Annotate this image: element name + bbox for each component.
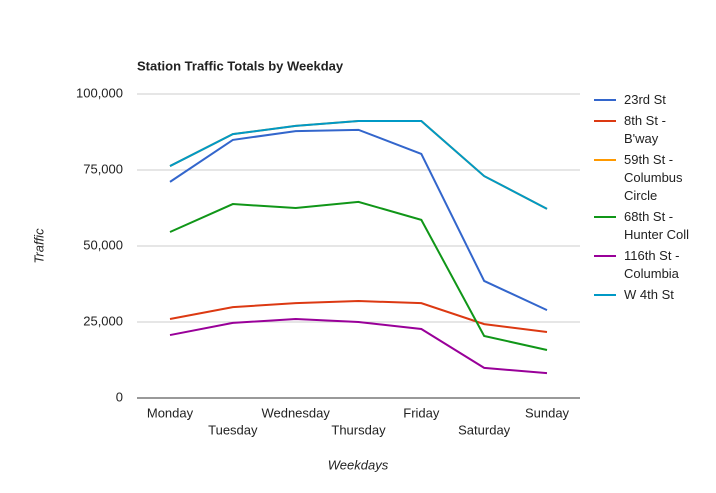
x-tick-label: Sunday [525,405,570,420]
legend-item: 59th St - Columbus Circle [594,151,696,205]
series-line [169,300,548,334]
x-tick-label: Wednesday [261,405,330,420]
y-tick-label: 100,000 [76,85,123,100]
legend-label: W 4th St [624,287,674,302]
x-tick-label: Tuesday [208,422,258,437]
legend-swatch [594,120,616,122]
x-tick-label: Friday [403,405,440,420]
legend-label: 68th St - Hunter Coll [624,209,690,242]
legend-swatch [594,216,616,218]
legend-item: 68th St - Hunter Coll [594,208,696,244]
x-tick-label: Thursday [331,422,386,437]
x-tick-label: Monday [147,405,194,420]
legend-swatch [594,159,616,161]
y-tick-label: 25,000 [83,313,123,328]
legend-label: 8th St - B'way [624,113,666,146]
legend-swatch [594,99,616,101]
legend-label: 116th St - Columbia [624,248,680,281]
legend-item: 116th St - Columbia [594,247,696,283]
y-tick-label: 0 [116,389,123,404]
legend-item: 23rd St [594,91,696,109]
legend: 23rd St 8th St - B'way 59th St - Columbus … [594,91,696,307]
series-line [169,120,548,210]
x-axis-label: Weekdays [328,457,389,472]
series-line [169,120,548,210]
series-line [169,317,548,375]
chart-title: Station Traffic Totals by Weekday [137,58,344,73]
y-axis-label: Traffic [31,228,46,264]
legend-label: 23rd St [624,92,666,107]
legend-swatch [594,255,616,257]
legend-item: W 4th St [594,286,696,304]
y-tick-label: 75,000 [83,161,123,176]
series-line [169,128,548,312]
legend-swatch [594,294,616,296]
x-tick-label: Saturday [458,422,511,437]
y-tick-label: 50,000 [83,237,123,252]
legend-item: 8th St - B'way [594,112,696,148]
series-line [169,200,548,351]
legend-label: 59th St - Columbus Circle [624,152,683,203]
